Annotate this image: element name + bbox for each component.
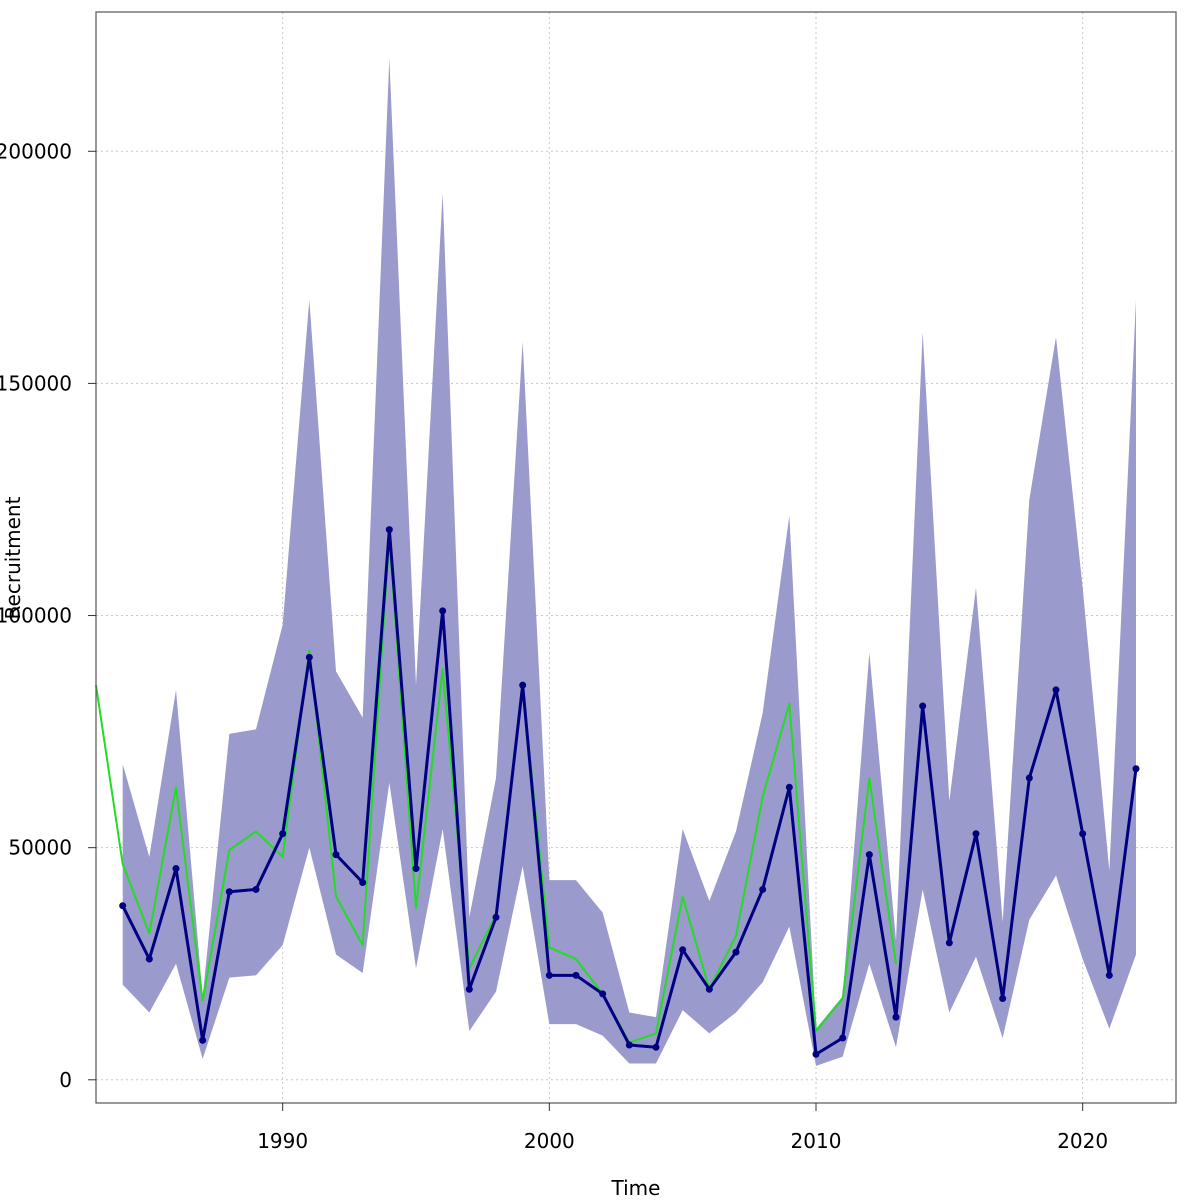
- estimate-point-1985: [145, 955, 153, 963]
- estimate-point-1984: [119, 902, 127, 910]
- estimate-point-1992: [332, 851, 340, 859]
- plot-frame: [95, 11, 1177, 1104]
- estimate-point-1989: [252, 885, 260, 893]
- estimate-point-1993: [359, 878, 367, 886]
- estimate-point-2009: [785, 783, 793, 791]
- estimate-point-2004: [652, 1043, 660, 1051]
- estimate-point-2014: [919, 702, 927, 710]
- estimate-point-1994: [385, 526, 393, 534]
- estimate-point-2019: [1052, 686, 1060, 694]
- estimate-point-2006: [705, 985, 713, 993]
- estimate-series: [119, 526, 1140, 1058]
- estimate-point-1998: [492, 913, 500, 921]
- estimate-point-2013: [892, 1013, 900, 1021]
- estimate-point-2005: [679, 946, 687, 954]
- y-tick-label-0: 0: [59, 1068, 72, 1092]
- estimate-point-2010: [812, 1050, 820, 1058]
- y-tick-label-200000: 200000: [0, 139, 72, 163]
- y-tick-label-100000: 100000: [0, 604, 72, 628]
- x-tick-label-2010: 2010: [791, 1129, 842, 1153]
- estimate-point-2015: [945, 939, 953, 947]
- estimate-point-2020: [1079, 830, 1087, 838]
- estimate-point-1997: [465, 985, 473, 993]
- estimate-point-1986: [172, 865, 180, 873]
- y-axis-title: Recruitment: [1, 496, 25, 619]
- estimate-point-2016: [972, 830, 980, 838]
- x-axis-title: Time: [611, 1176, 661, 1200]
- confidence-band-area: [122, 58, 1136, 1066]
- confidence-band: [122, 58, 1136, 1066]
- estimate-point-2017: [999, 995, 1007, 1003]
- axes: 1990 2000 2010 2020 0 50000 100000 150000 200000: [0, 139, 1108, 1153]
- estimate-point-1987: [199, 1036, 207, 1044]
- y-tick-label-50000: 50000: [8, 836, 72, 860]
- estimate-point-2018: [1025, 774, 1033, 782]
- estimate-point-2012: [865, 851, 873, 859]
- estimate-point-1988: [225, 888, 233, 896]
- x-tick-label-1990: 1990: [257, 1129, 308, 1153]
- estimate-point-2021: [1105, 971, 1113, 979]
- estimate-point-2000: [545, 971, 553, 979]
- estimate-point-1991: [305, 653, 313, 661]
- estimate-point-2003: [625, 1041, 633, 1049]
- estimate-point-1990: [279, 830, 287, 838]
- estimate-point-2011: [839, 1034, 847, 1042]
- estimate-point-2001: [572, 971, 580, 979]
- estimate-point-2008: [759, 885, 767, 893]
- estimate-point-1995: [412, 865, 420, 873]
- y-tick-label-150000: 150000: [0, 371, 72, 395]
- estimate-point-1996: [439, 607, 447, 615]
- x-tick-label-2020: 2020: [1057, 1129, 1108, 1153]
- estimate-point-2022: [1132, 765, 1140, 773]
- x-tick-label-2000: 2000: [524, 1129, 575, 1153]
- estimate-point-2007: [732, 948, 740, 956]
- estimate-point-2002: [599, 990, 607, 998]
- estimate-point-1999: [519, 681, 527, 689]
